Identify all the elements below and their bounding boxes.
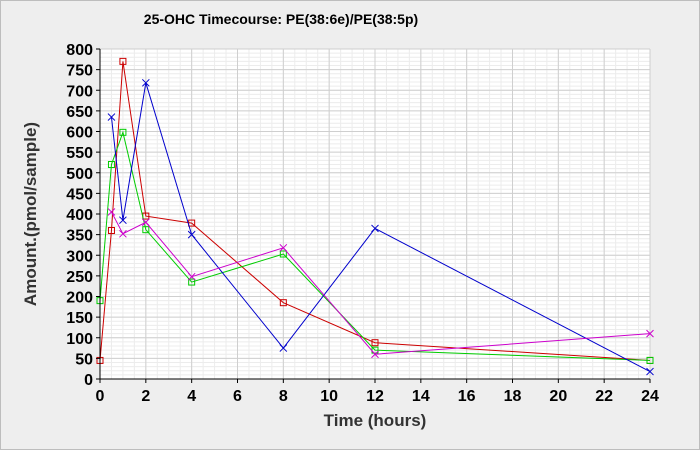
series-2 bbox=[96, 128, 654, 364]
data-point-x bbox=[119, 216, 127, 225]
data-point-x bbox=[141, 218, 150, 227]
data-point-square bbox=[188, 278, 196, 286]
x-tick-label: 14 bbox=[412, 388, 430, 405]
data-point-x bbox=[646, 329, 654, 338]
data-point-x bbox=[371, 350, 379, 359]
y-tick-label: 300 bbox=[66, 248, 93, 265]
y-tick-label: 800 bbox=[66, 42, 93, 59]
data-point-square bbox=[119, 128, 127, 136]
data-point-x bbox=[279, 344, 288, 352]
series-line bbox=[99, 130, 651, 361]
y-tick-label: 750 bbox=[66, 63, 93, 80]
series-3 bbox=[107, 78, 654, 376]
data-point-square bbox=[646, 356, 654, 364]
data-point-x bbox=[187, 230, 196, 239]
data-point-x bbox=[371, 224, 379, 233]
x-tick-label: 6 bbox=[233, 388, 242, 405]
data-point-x bbox=[646, 367, 654, 376]
data-point-x bbox=[279, 243, 288, 252]
series-4 bbox=[107, 208, 654, 359]
y-tick-label: 350 bbox=[66, 228, 93, 245]
x-tick-label: 16 bbox=[458, 388, 476, 405]
y-axis-label: Amount.(pmol/sample) bbox=[21, 122, 40, 306]
x-tick-label: 8 bbox=[279, 388, 288, 405]
x-tick-label: 20 bbox=[549, 388, 567, 405]
series-layer bbox=[96, 57, 654, 376]
data-point-square bbox=[371, 339, 379, 347]
y-tick-label: 0 bbox=[84, 372, 93, 389]
y-tick-label: 150 bbox=[66, 310, 93, 327]
data-point-x bbox=[141, 78, 150, 87]
data-point-x bbox=[107, 208, 116, 216]
y-tick-label: 50 bbox=[75, 351, 93, 368]
x-tick-label: 22 bbox=[595, 388, 613, 405]
y-tick-label: 250 bbox=[66, 269, 93, 286]
x-tick-label: 0 bbox=[96, 388, 105, 405]
chart-title: 25-OHC Timecourse: PE(38:6e)/PE(38:5p) bbox=[144, 11, 418, 27]
y-tick-label: 700 bbox=[66, 83, 93, 100]
y-tick-label: 450 bbox=[66, 186, 93, 203]
x-tick-label: 24 bbox=[641, 388, 659, 405]
y-tick-label: 100 bbox=[66, 331, 93, 348]
y-tick-label: 200 bbox=[66, 290, 93, 307]
data-point-x bbox=[119, 229, 127, 238]
x-tick-labels: 0 2 4 6 8 10 12 14 16 18 20 22 24 bbox=[96, 379, 659, 405]
data-point-x bbox=[187, 272, 196, 281]
data-point-square bbox=[107, 161, 115, 168]
data-point-square bbox=[107, 227, 115, 234]
data-point-x bbox=[107, 113, 116, 121]
x-tick-label: 18 bbox=[504, 388, 522, 405]
data-point-square bbox=[142, 226, 150, 234]
x-tick-label: 4 bbox=[187, 388, 196, 405]
x-tick-label: 12 bbox=[366, 388, 384, 405]
y-tick-label: 650 bbox=[66, 104, 93, 121]
x-axis-label: Time (hours) bbox=[324, 411, 427, 430]
data-point-square bbox=[279, 299, 287, 307]
y-tick-labels: 0 50 100 150 200 250 300 350 400 450 500 550 600 650 7… bbox=[66, 42, 100, 389]
x-tick-label: 2 bbox=[141, 388, 150, 405]
y-tick-label: 550 bbox=[66, 145, 93, 162]
data-point-square bbox=[119, 57, 127, 65]
y-tick-label: 600 bbox=[66, 125, 93, 142]
x-tick-label: 10 bbox=[320, 388, 338, 405]
y-tick-label: 500 bbox=[66, 166, 93, 183]
y-tick-label: 400 bbox=[66, 207, 93, 224]
data-point-square bbox=[279, 250, 287, 258]
